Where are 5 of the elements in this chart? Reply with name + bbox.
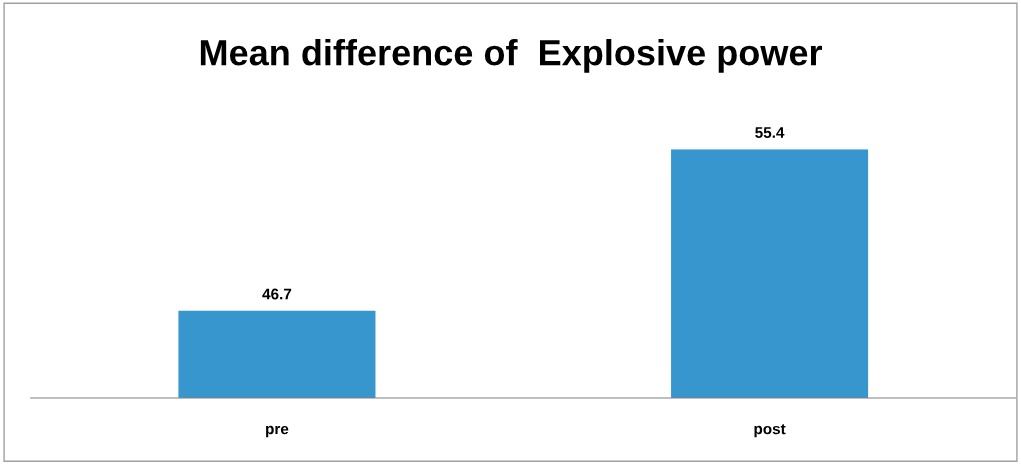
chart-title: Mean difference of Explosive power [200, 38, 823, 73]
x-tick-label: pre [266, 425, 289, 438]
data-label: 46.7 [262, 288, 292, 300]
data-label: 55.4 [755, 127, 785, 138]
x-tick-label: post [754, 424, 786, 438]
